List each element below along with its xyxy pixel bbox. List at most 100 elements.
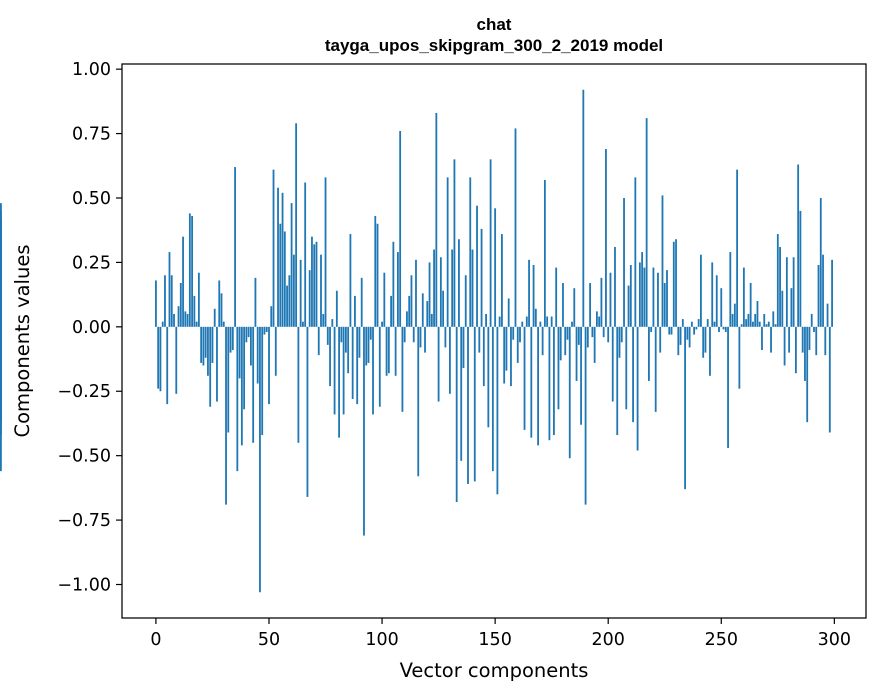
bar [824, 326, 827, 356]
bar [781, 290, 784, 327]
bar [168, 252, 171, 327]
bar [302, 321, 304, 327]
bar [641, 252, 644, 327]
bar [826, 303, 829, 327]
bar [525, 316, 528, 327]
bar [586, 326, 589, 348]
bar [745, 319, 748, 327]
bar [365, 326, 368, 366]
bar [449, 326, 451, 394]
bar [623, 197, 625, 327]
bar [729, 252, 732, 327]
bar [652, 267, 655, 327]
bar [177, 306, 180, 327]
bar [627, 285, 630, 327]
bar [573, 288, 576, 327]
bar [444, 326, 447, 348]
bar [209, 326, 212, 407]
bar [435, 112, 438, 327]
bar [724, 326, 727, 332]
bar [476, 205, 478, 327]
bar [406, 311, 408, 327]
bar [195, 321, 198, 327]
bar [410, 275, 413, 327]
bar [813, 326, 815, 332]
bar [510, 326, 512, 387]
bar [779, 246, 781, 327]
bar [433, 249, 435, 327]
bar [390, 295, 393, 327]
bar [378, 326, 381, 407]
bar [822, 254, 824, 327]
bar [548, 326, 551, 441]
bar [749, 283, 752, 327]
bar [485, 313, 487, 327]
bar [501, 234, 503, 327]
bar [478, 326, 481, 353]
bar [227, 326, 230, 433]
x-tick-label: 300 [818, 630, 851, 650]
bar [763, 313, 766, 327]
bar [514, 128, 517, 327]
bar [324, 177, 327, 327]
y-tick-label: 0.00 [72, 318, 111, 338]
bar [801, 326, 804, 353]
bar [326, 326, 329, 345]
bar [392, 241, 395, 327]
bar [372, 326, 374, 415]
bar [600, 277, 603, 327]
bar [661, 195, 664, 327]
bar [396, 252, 399, 327]
bar [218, 280, 221, 327]
y-tick-label: −0.25 [57, 382, 111, 402]
bar [204, 326, 207, 358]
bar [412, 326, 415, 343]
bar [580, 326, 582, 425]
bar [175, 326, 178, 394]
bar [523, 326, 526, 430]
bar [286, 285, 288, 327]
bar [738, 326, 741, 389]
bar [381, 321, 383, 327]
bar [473, 326, 476, 482]
x-tick-label: 100 [365, 630, 398, 650]
bar [458, 239, 460, 327]
bar [528, 259, 530, 327]
bar [240, 326, 243, 446]
bar [709, 326, 711, 376]
bar [367, 326, 370, 363]
y-axis-label: Components values [11, 245, 34, 438]
bar [342, 326, 345, 415]
bar [727, 326, 729, 448]
bar [792, 257, 795, 327]
bar [295, 123, 298, 327]
bar [562, 283, 564, 327]
bar [693, 326, 696, 335]
bar [659, 326, 662, 353]
bar [670, 326, 673, 335]
bar [439, 257, 442, 327]
bar [446, 177, 449, 327]
bar [706, 319, 709, 327]
bar [229, 326, 232, 353]
bar [700, 254, 702, 327]
bar [335, 290, 338, 327]
bar [645, 118, 648, 327]
bar [236, 326, 239, 472]
bar [297, 326, 300, 443]
bar [629, 264, 632, 327]
bar [299, 259, 302, 327]
bar [575, 326, 578, 381]
bar [831, 259, 833, 327]
y-tick-label: 0.50 [72, 189, 111, 209]
bar [188, 213, 191, 327]
bar [634, 177, 637, 327]
bar [598, 316, 601, 327]
x-tick-label: 150 [478, 630, 511, 650]
bar [261, 326, 264, 436]
bar [772, 311, 775, 327]
bar [507, 298, 510, 327]
bar [720, 288, 723, 327]
bar [512, 326, 515, 340]
bar [161, 321, 164, 327]
